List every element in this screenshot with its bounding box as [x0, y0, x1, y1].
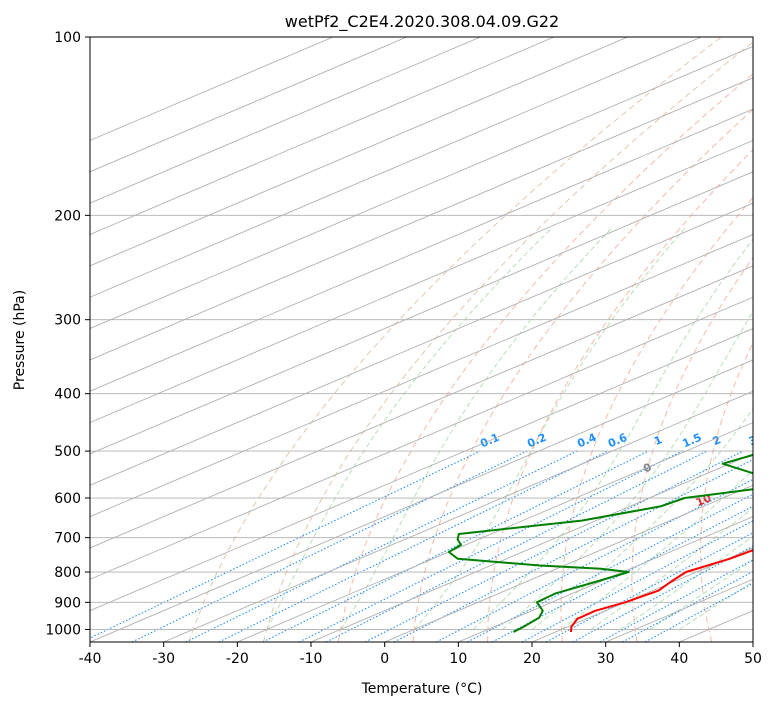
isotherm-line	[90, 108, 753, 392]
mixing-ratio-line	[599, 559, 753, 642]
mixing-ratio-label: 3	[747, 433, 759, 448]
grid-lines	[90, 37, 753, 642]
y-tick-label: 800	[54, 565, 81, 581]
isotherm-line	[90, 37, 628, 267]
dry-adiabat	[337, 73, 753, 642]
isotherm-line	[458, 516, 753, 642]
mixing-ratio-label: 2	[711, 433, 723, 448]
y-tick-label: 600	[54, 491, 81, 507]
mixing-ratio-line	[325, 450, 708, 642]
mixing-ratio-line	[436, 478, 753, 642]
isotherm-line	[90, 139, 753, 424]
x-tick-label: 40	[670, 651, 688, 667]
y-axis-label: Pressure (hPa)	[12, 290, 28, 390]
moist-adiabat	[266, 227, 553, 630]
y-tick-label: 1000	[45, 622, 81, 638]
chart-title: wetPf2_C2E4.2020.308.04.09.G22	[285, 12, 559, 32]
moist-adiabat	[561, 469, 753, 630]
y-tick-label: 300	[54, 313, 81, 329]
mixing-ratio-line	[298, 450, 683, 642]
y-tick-label: 100	[54, 30, 81, 46]
mixing-ratio-line	[546, 532, 753, 642]
isotherm-line	[90, 233, 753, 518]
isotherm-line	[90, 359, 753, 642]
dry-adiabat	[188, 37, 722, 642]
y-tick-label: 400	[54, 387, 81, 403]
plot-frame	[89, 36, 754, 643]
x-tick-label: 0	[380, 651, 389, 667]
mixing-ratio-line	[521, 520, 753, 642]
dry-adiabat	[487, 149, 753, 642]
isotherm-line	[90, 45, 753, 330]
x-tick-label: -30	[152, 651, 175, 667]
mixing-ratio-line	[467, 493, 753, 642]
y-tick-label: 700	[54, 531, 81, 547]
mixing-ratio-line	[185, 450, 578, 642]
mixing-ratio-label: 1.5	[680, 431, 703, 451]
isotherm-line	[90, 171, 753, 455]
mixing-ratio-line	[90, 450, 481, 639]
dry-adiabat-label: 0	[641, 460, 653, 475]
moist-adiabat	[472, 238, 753, 630]
temperature-line	[570, 549, 753, 633]
x-axis: -40 -30 -20 -10 0 10 20 30 40 50	[79, 642, 762, 667]
isotherm-line	[90, 296, 753, 580]
isotherm-line	[752, 641, 753, 642]
dry-adiabat	[263, 41, 753, 642]
mixing-ratio-line	[365, 450, 744, 642]
mixing-ratio-label: 1	[652, 433, 664, 448]
mixing-ratio-line	[393, 458, 753, 642]
x-tick-label: -20	[226, 651, 249, 667]
isotherm-line	[90, 37, 407, 173]
isotherm-line	[90, 265, 753, 549]
mixing-ratio-line	[131, 450, 528, 642]
x-tick-label: -40	[79, 651, 102, 667]
x-tick-label: 50	[744, 651, 762, 667]
dry-adiabat-label: 20	[757, 523, 775, 541]
series-layer	[447, 453, 753, 633]
mixing-ratio-line	[644, 582, 753, 642]
dry-adiabat	[700, 341, 753, 642]
dewpoint-line	[447, 453, 753, 633]
mixing-ratio-line	[572, 545, 753, 642]
mixing-ratio-line	[622, 570, 753, 642]
isotherm-line	[237, 422, 753, 642]
isotherm-line	[310, 453, 753, 642]
guide-labels: -100-90-80-70-60-50-40-30-20-100.10.20.4…	[478, 431, 775, 541]
y-tick-label: 900	[54, 595, 81, 611]
mixing-ratio-line	[218, 450, 609, 642]
moist-adiabat	[340, 227, 613, 630]
x-tick-label: -10	[300, 651, 323, 667]
moist-adiabat	[413, 227, 686, 630]
x-tick-label: 10	[449, 651, 467, 667]
mixing-ratio-label: 0.2	[525, 431, 548, 451]
y-tick-label: 200	[54, 208, 81, 224]
y-axis: 100 200 300 400 500 600 700 800 900 1000	[45, 30, 90, 638]
isotherm-line	[163, 390, 753, 642]
isotherm-line	[90, 37, 702, 298]
isotherm-line	[90, 202, 753, 486]
isotherm-line	[90, 37, 555, 235]
x-tick-label: 30	[597, 651, 615, 667]
x-axis-label: Temperature (°C)	[361, 681, 483, 697]
isotherm-line	[90, 37, 481, 204]
y-tick-label: 500	[54, 444, 81, 460]
moist-adiabat	[649, 559, 753, 630]
dry-adiabat	[560, 196, 753, 642]
isotherm-line	[90, 328, 753, 612]
mixing-ratio-label: 0.6	[606, 431, 629, 451]
isotherm-line	[90, 37, 334, 141]
dry-adiabat	[767, 37, 775, 642]
isotherm-line	[384, 484, 753, 642]
x-tick-label: 20	[523, 651, 541, 667]
isotherm-line	[90, 77, 753, 361]
